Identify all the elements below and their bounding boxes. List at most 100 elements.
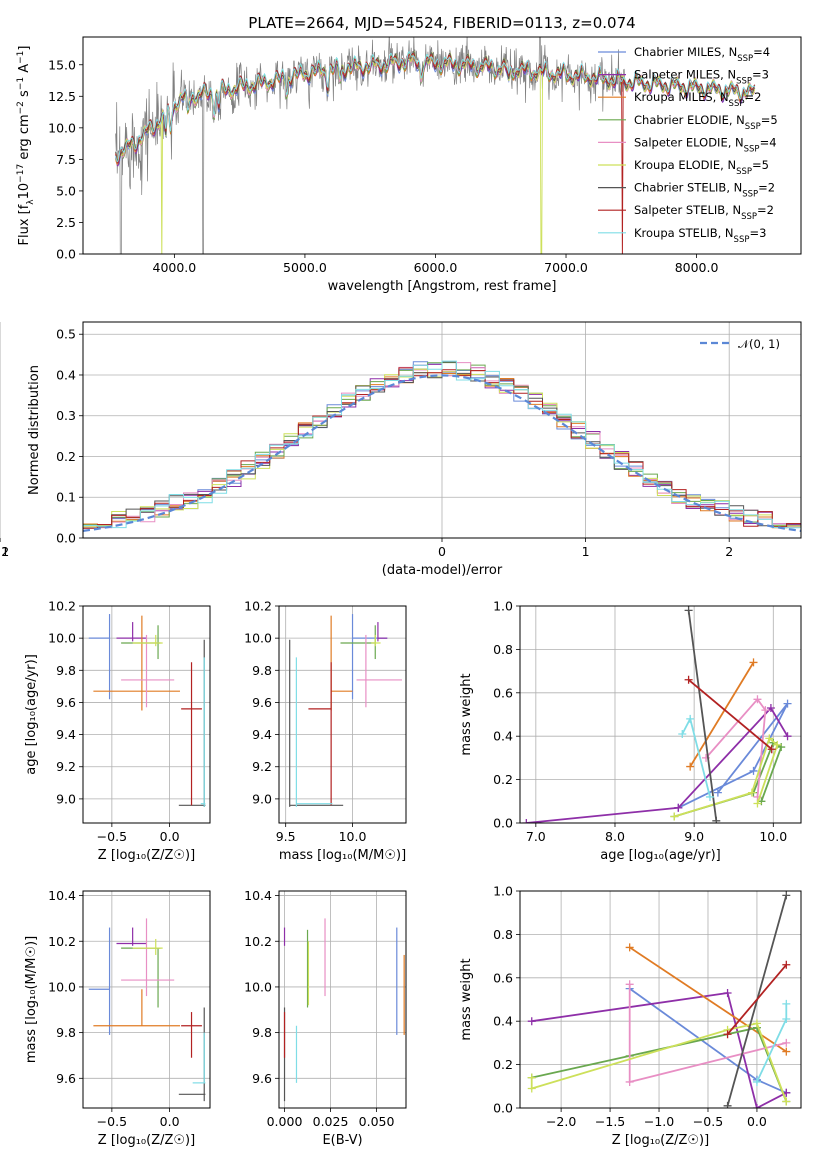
y-tick-label: 9.8 — [252, 663, 272, 678]
y-tick-label: 1.0 — [493, 884, 513, 899]
y-axis-label-part: −1 — [16, 51, 26, 64]
y-tick-label: 9.0 — [56, 791, 76, 806]
legend-label-suffix: =4 — [753, 45, 770, 59]
x-axis-label: Z [log₁₀(Z/Z☉)] — [98, 848, 195, 863]
axes-frame — [278, 890, 407, 1109]
legend-label: Salpeter ELODIE, NSSP=4 — [634, 135, 777, 154]
weight-marker — [753, 799, 762, 808]
x-tick-label: −1.5 — [595, 1114, 625, 1129]
y-tick-label: 10.0 — [244, 979, 272, 994]
age-vs-mass-panel: 9.5 10.0 9.0 9.2 9.4 9.6 9.8 10.0 10.2 mass [log₁… — [244, 599, 407, 863]
y-axis-label: Flux [fλ10−17 erg cm−2 s−1 A−1] — [16, 46, 36, 246]
y-axis-label-part: −2 — [16, 101, 26, 114]
x-tick-label: 9.5 — [276, 829, 296, 844]
legend-label-sub: SSP — [729, 99, 745, 109]
y-tick-label: 5.0 — [56, 183, 76, 198]
weight-marker — [783, 732, 792, 741]
legend-label-suffix: =2 — [744, 90, 761, 104]
spectrum-panel: PLATE=2664, MJD=54524, FIBERID=0113, z=0… — [16, 14, 802, 294]
errorbar-point-chabrier_miles — [88, 927, 111, 1035]
y-tick-label: 0.6 — [493, 970, 513, 985]
y-tick-label: 0.0 — [56, 531, 76, 546]
y-tick-label: 9.8 — [252, 1025, 272, 1040]
errorbar-point-chabrier_elodie — [340, 625, 376, 660]
legend-label-sub: SSP — [741, 212, 757, 222]
errorbar-point-kroupa_stelib — [192, 1032, 206, 1084]
x-tick-label: 1 — [582, 544, 590, 559]
residual-histogram-panel: −2−1 0 1 2 0.0 0.1 0.2 0.3 0.4 0.5 (data-model)/er… — [0, 321, 802, 578]
y-axis-label-part: −17 — [16, 164, 26, 183]
axes-frame — [278, 605, 407, 824]
y-tick-label: 9.8 — [56, 663, 76, 678]
x-axis-label: E(B-V) — [322, 1133, 362, 1148]
legend-label-suffix: =3 — [752, 68, 769, 82]
x-tick-label: −0.5 — [693, 1114, 723, 1129]
weight-marker — [761, 706, 770, 715]
weight-marker — [674, 803, 683, 812]
weight-marker — [782, 1097, 791, 1106]
x-axis-label: mass [log₁₀(M/M☉)] — [279, 848, 406, 863]
errorbar-point-salpeter_stelib — [181, 1012, 202, 1058]
errorbar-point-chabrier_miles — [88, 614, 111, 700]
weight-marker — [684, 675, 693, 684]
weight-marker — [782, 891, 791, 900]
x-axis-label: (data-model)/error — [382, 563, 503, 578]
errorbar-point-kroupa_miles — [93, 989, 180, 1027]
errorbar-point-kroupa_stelib — [200, 657, 206, 807]
y-axis-label-part: λ — [26, 199, 36, 205]
weight-marker — [723, 988, 732, 997]
legend-label-suffix: =2 — [758, 181, 775, 195]
weight-marker — [749, 658, 758, 667]
x-tick-label: 10.0 — [759, 829, 787, 844]
errorbar-point-chabrier_elodie — [121, 625, 161, 660]
legend-label-suffix: =5 — [761, 113, 778, 127]
x-tick-label: 8.0 — [605, 829, 625, 844]
legend-label: Kroupa ELODIE, NSSP=5 — [634, 158, 769, 177]
y-axis-label-part: s — [17, 90, 32, 101]
x-tick-label: 2 — [725, 544, 733, 559]
weight-marker — [712, 816, 721, 823]
x-tick-label: 0.025 — [313, 1114, 349, 1129]
y-axis-label-part: A — [17, 64, 32, 77]
weight-marker — [753, 695, 762, 704]
y-tick-label: 9.2 — [252, 759, 272, 774]
weight-marker — [625, 1077, 634, 1086]
weight-marker — [527, 1084, 536, 1093]
weight-marker — [782, 1015, 791, 1024]
x-tick-label: −0.5 — [97, 1114, 127, 1129]
y-axis-label: age [log₁₀(age/yr)] — [24, 654, 39, 775]
legend-label-name: Kroupa MILES, N — [634, 90, 729, 104]
legend-label-name: Kroupa STELIB, N — [634, 226, 734, 240]
weight-marker — [686, 714, 695, 723]
axes-frame — [82, 36, 802, 255]
weight-series-kroupa_elodie — [670, 734, 782, 821]
spectrum-title: PLATE=2664, MJD=54524, FIBERID=0113, z=0… — [248, 14, 635, 32]
y-tick-label: 9.0 — [252, 791, 272, 806]
y-tick-label: 10.0 — [48, 979, 76, 994]
weight-series-salpeter_elodie — [625, 980, 791, 1086]
y-tick-label: 0.5 — [56, 327, 76, 342]
model-spectrum-salpeter_stelib — [115, 52, 756, 254]
legend-label-name: Salpeter STELIB, N — [634, 203, 741, 217]
errorbar-point-kroupa_elodie — [132, 634, 163, 647]
model-spectrum-kroupa_stelib — [115, 51, 756, 163]
x-tick-label: 7.0 — [526, 829, 546, 844]
y-tick-label: 9.6 — [56, 695, 76, 710]
x-tick-label: −2.0 — [546, 1114, 576, 1129]
y-tick-label: 0.6 — [493, 685, 513, 700]
y-tick-label: 0.0 — [493, 816, 513, 831]
weight-marker — [625, 980, 634, 989]
weight-marker — [670, 812, 679, 821]
weight-marker — [723, 1101, 732, 1108]
y-axis-label: Normed distribution — [27, 365, 42, 495]
weight-line — [705, 697, 767, 798]
weight-marker — [705, 792, 714, 801]
weight-vs-metallicity-panel: −2.0 −1.5 −1.0 −0.5 0.0 0.0 0.2 0.4 0.6 0.8 1.0 Z [… — [459, 884, 802, 1148]
weight-series-kroupa_stelib — [678, 714, 714, 801]
x-tick-label: 0 — [438, 544, 446, 559]
weight-marker — [767, 745, 776, 754]
legend-label-sub: SSP — [736, 167, 752, 177]
x-tick-label: 0.050 — [359, 1114, 395, 1129]
legend-label-suffix: =2 — [757, 203, 774, 217]
y-tick-label: 15.0 — [48, 57, 76, 72]
